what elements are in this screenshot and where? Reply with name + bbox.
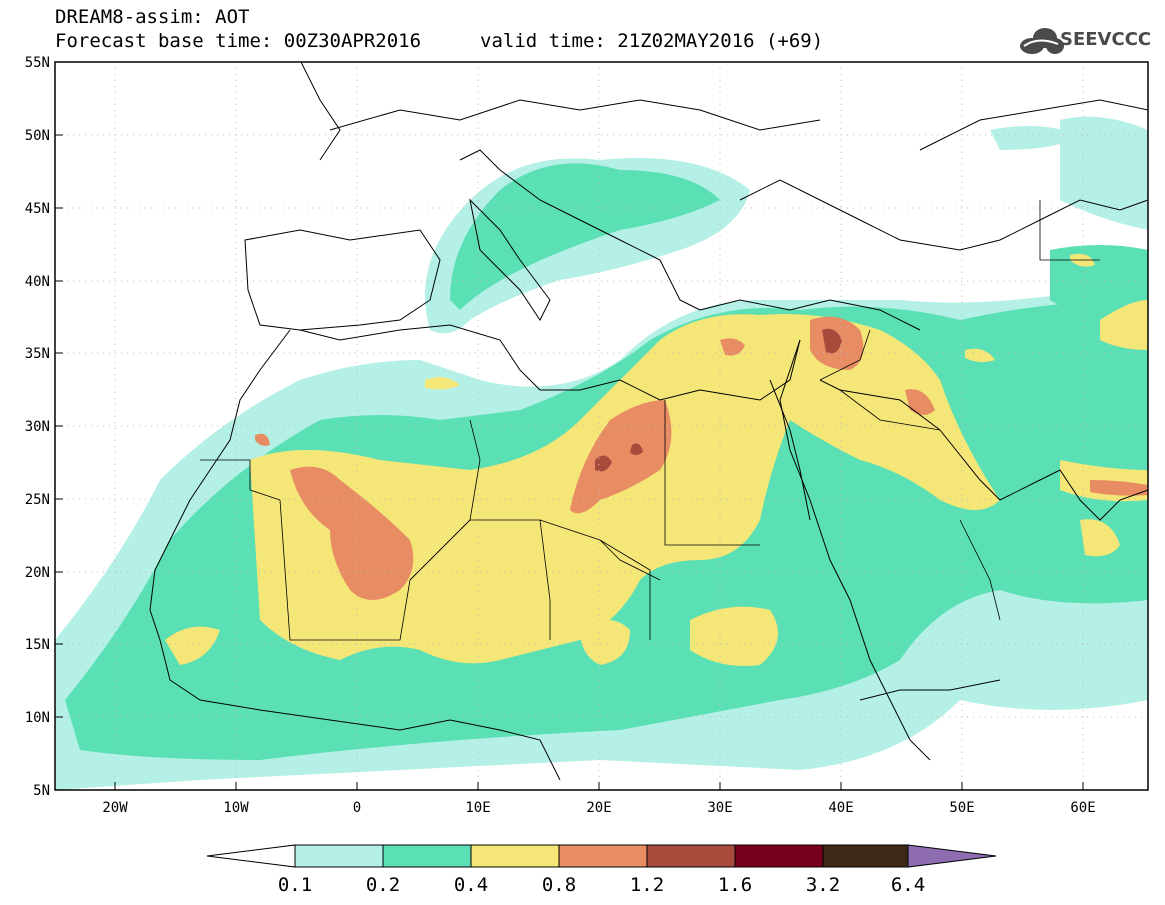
lat-tick-label: 30N — [25, 419, 50, 435]
colorbar-swatch — [294, 844, 384, 868]
lon-labels: 20W 10W 0 10E 20E 30E 40E 50E 60E — [102, 800, 1095, 816]
lon-tick-label: 50E — [949, 800, 974, 816]
lat-tick-label: 10N — [25, 710, 50, 726]
map-title: DREAM8-assim: AOT — [55, 6, 250, 28]
colorbar-label: 1.2 — [630, 874, 664, 896]
lat-tick-label: 50N — [25, 128, 50, 144]
lat-tick-label: 15N — [25, 637, 50, 653]
lat-tick-label: 40N — [25, 274, 50, 290]
colorbar-swatch — [206, 844, 296, 868]
lon-tick-label: 20W — [102, 800, 128, 816]
lon-tick-label: 20E — [586, 800, 611, 816]
lat-labels: 5N 10N 15N 20N 25N 30N 35N 40N 45N 50N 5… — [25, 55, 50, 799]
coastlines — [149, 62, 1148, 781]
forecast-base-time: Forecast base time: 00Z30APR2016 — [55, 30, 422, 52]
colorbar-label: 0.4 — [454, 874, 488, 896]
lat-tick-label: 25N — [25, 492, 50, 508]
colorbar-swatch — [646, 844, 736, 868]
lat-tick-label: 45N — [25, 201, 50, 217]
lon-tick-label: 10W — [223, 800, 249, 816]
seevccc-logo: SEEVCCC — [1060, 29, 1152, 50]
aot-field — [55, 116, 1148, 790]
lat-tick-label: 20N — [25, 565, 50, 581]
colorbar-label: 6.4 — [891, 874, 925, 896]
lon-tick-label: 40E — [828, 800, 853, 816]
colorbar: 0.1 0.2 0.4 0.8 1.2 1.6 3.2 6.4 — [206, 844, 997, 896]
colorbar-label: 3.2 — [806, 874, 840, 896]
lon-tick-label: 0 — [353, 800, 361, 816]
colorbar-swatch — [558, 844, 648, 868]
colorbar-label: 0.2 — [366, 874, 400, 896]
lon-tick-label: 60E — [1070, 800, 1095, 816]
colorbar-swatch — [382, 844, 472, 868]
grid-lines — [55, 62, 1148, 790]
colorbar-label: 0.1 — [278, 874, 312, 896]
colorbar-swatch — [734, 844, 824, 868]
colorbar-swatch — [907, 844, 997, 868]
lon-tick-label: 30E — [707, 800, 732, 816]
colorbar-label: 1.6 — [718, 874, 752, 896]
lat-tick-label: 5N — [33, 783, 50, 799]
country-borders — [200, 200, 1100, 641]
colorbar-swatch — [822, 844, 909, 868]
lat-tick-label: 55N — [25, 55, 50, 71]
lon-tick-label: 10E — [465, 800, 490, 816]
lat-tick-label: 35N — [25, 346, 50, 362]
axis-ticks — [55, 61, 1084, 791]
valid-time: valid time: 21Z02MAY2016 (+69) — [480, 30, 824, 52]
colorbar-label: 0.8 — [542, 874, 576, 896]
cloud-icon — [1020, 28, 1064, 54]
colorbar-swatch — [470, 844, 560, 868]
